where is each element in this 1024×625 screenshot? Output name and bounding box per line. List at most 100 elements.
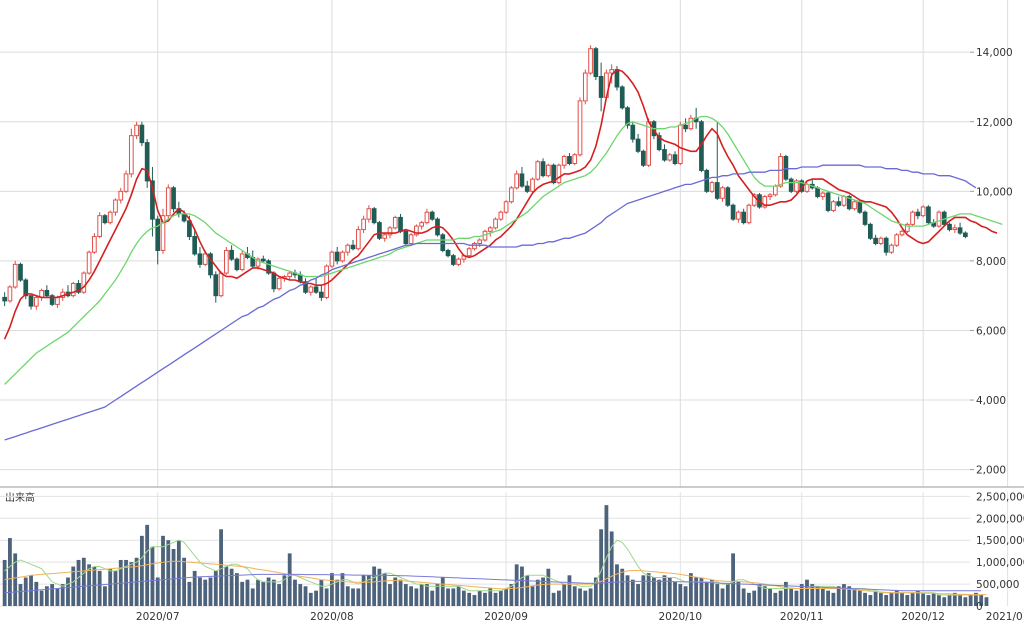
volume-bar (968, 595, 973, 606)
candle (952, 224, 958, 234)
volume-bar (889, 592, 894, 606)
candle (303, 278, 308, 294)
volume-bar (520, 566, 524, 606)
candle (677, 121, 683, 166)
candle-body-down (197, 253, 203, 265)
candle (957, 222, 963, 235)
candle (408, 233, 414, 246)
volume-bar (583, 590, 588, 606)
candle-body-down (825, 192, 831, 211)
candle-body-down (741, 211, 747, 224)
candle (450, 253, 456, 267)
volume-bar (504, 588, 509, 606)
volume-bar (715, 584, 720, 606)
volume-bar (388, 584, 392, 606)
volume-bar (261, 581, 266, 606)
candle-body-down (334, 251, 340, 262)
volume-bar (757, 584, 762, 606)
price-tick-label: 10,000 (976, 186, 1013, 198)
candle (524, 180, 530, 194)
candle-body-down (947, 223, 952, 231)
candle (260, 255, 266, 263)
candle-body-up (107, 211, 113, 224)
volume-bar (625, 575, 630, 606)
candle-body-up (472, 243, 477, 250)
volume-bar (931, 592, 936, 606)
volume-bar (477, 590, 482, 606)
volume-bar (683, 586, 688, 606)
candle-body-down (440, 234, 446, 251)
candle (709, 180, 715, 194)
volume-bar (403, 584, 408, 606)
candle (667, 153, 673, 162)
candle (736, 210, 741, 223)
candle (598, 62, 604, 112)
volume-bar (435, 584, 440, 606)
volume-bar (667, 577, 672, 606)
volume-bar (879, 592, 883, 606)
candle-body-up (223, 249, 229, 274)
candle (155, 215, 161, 265)
candle (825, 191, 831, 213)
candle-body-up (936, 211, 942, 227)
candle-body-up (414, 225, 419, 236)
volume-bar (171, 549, 176, 606)
volume-bar (947, 595, 952, 606)
candle-body-up (81, 272, 87, 293)
candle (572, 153, 578, 166)
volume-bar (377, 568, 382, 606)
volume-bar (319, 579, 324, 606)
volume-bar (620, 568, 625, 606)
volume-bar (219, 529, 223, 606)
volume-bar (23, 577, 28, 606)
candle-body-down (192, 236, 198, 255)
volume-bar (646, 573, 651, 606)
candle (276, 276, 282, 291)
candle-body-down (630, 124, 636, 140)
candle (466, 246, 472, 258)
candle (561, 154, 567, 169)
candle-body-up (709, 182, 715, 192)
candle (567, 153, 572, 166)
candle-body-down (725, 187, 731, 206)
candle-body-up (355, 229, 361, 250)
candle (904, 222, 910, 234)
volume-mid-ma-line (4, 560, 987, 596)
volume-bar (440, 577, 445, 606)
volume-bar (694, 577, 699, 606)
date-tick-label: 2020/07 (136, 611, 180, 623)
candle-body-up (530, 178, 535, 192)
volume-bar (60, 584, 65, 606)
candle-body-up (55, 296, 60, 305)
candle-body-up (894, 234, 900, 246)
candle-body-down (429, 211, 435, 220)
date-tick-label: 2020/10 (658, 611, 702, 623)
volume-bar (446, 588, 450, 606)
volume-bar (514, 564, 519, 606)
candle (213, 271, 219, 303)
candle-body-down (635, 138, 641, 152)
volume-bar (39, 590, 44, 606)
candle-body-down (815, 187, 820, 198)
volume-bar (541, 577, 545, 606)
candle-body-up (831, 201, 836, 211)
date-x-axis: 2020/07 2020/08 2020/09 2020/10 2020/11 2020/… (136, 611, 1024, 623)
candle-body-up (688, 117, 694, 130)
candle-body-up (878, 237, 884, 245)
volume-bar (921, 592, 926, 606)
volume-bar (857, 590, 862, 606)
candle (862, 210, 868, 227)
volume-bar (530, 586, 535, 606)
candle (134, 121, 139, 140)
candle-body-down (350, 244, 356, 250)
candle-body-down (187, 220, 192, 238)
volume-bar (456, 586, 461, 606)
price-tick-label: 4,000 (976, 395, 1006, 407)
candle (530, 177, 535, 194)
volume-bar (271, 579, 276, 606)
date-tick-label: 2020/11 (780, 611, 824, 623)
candle-body-down (593, 48, 599, 78)
candle (720, 186, 725, 202)
volume-bar (794, 590, 799, 606)
volume-bar (593, 577, 598, 606)
